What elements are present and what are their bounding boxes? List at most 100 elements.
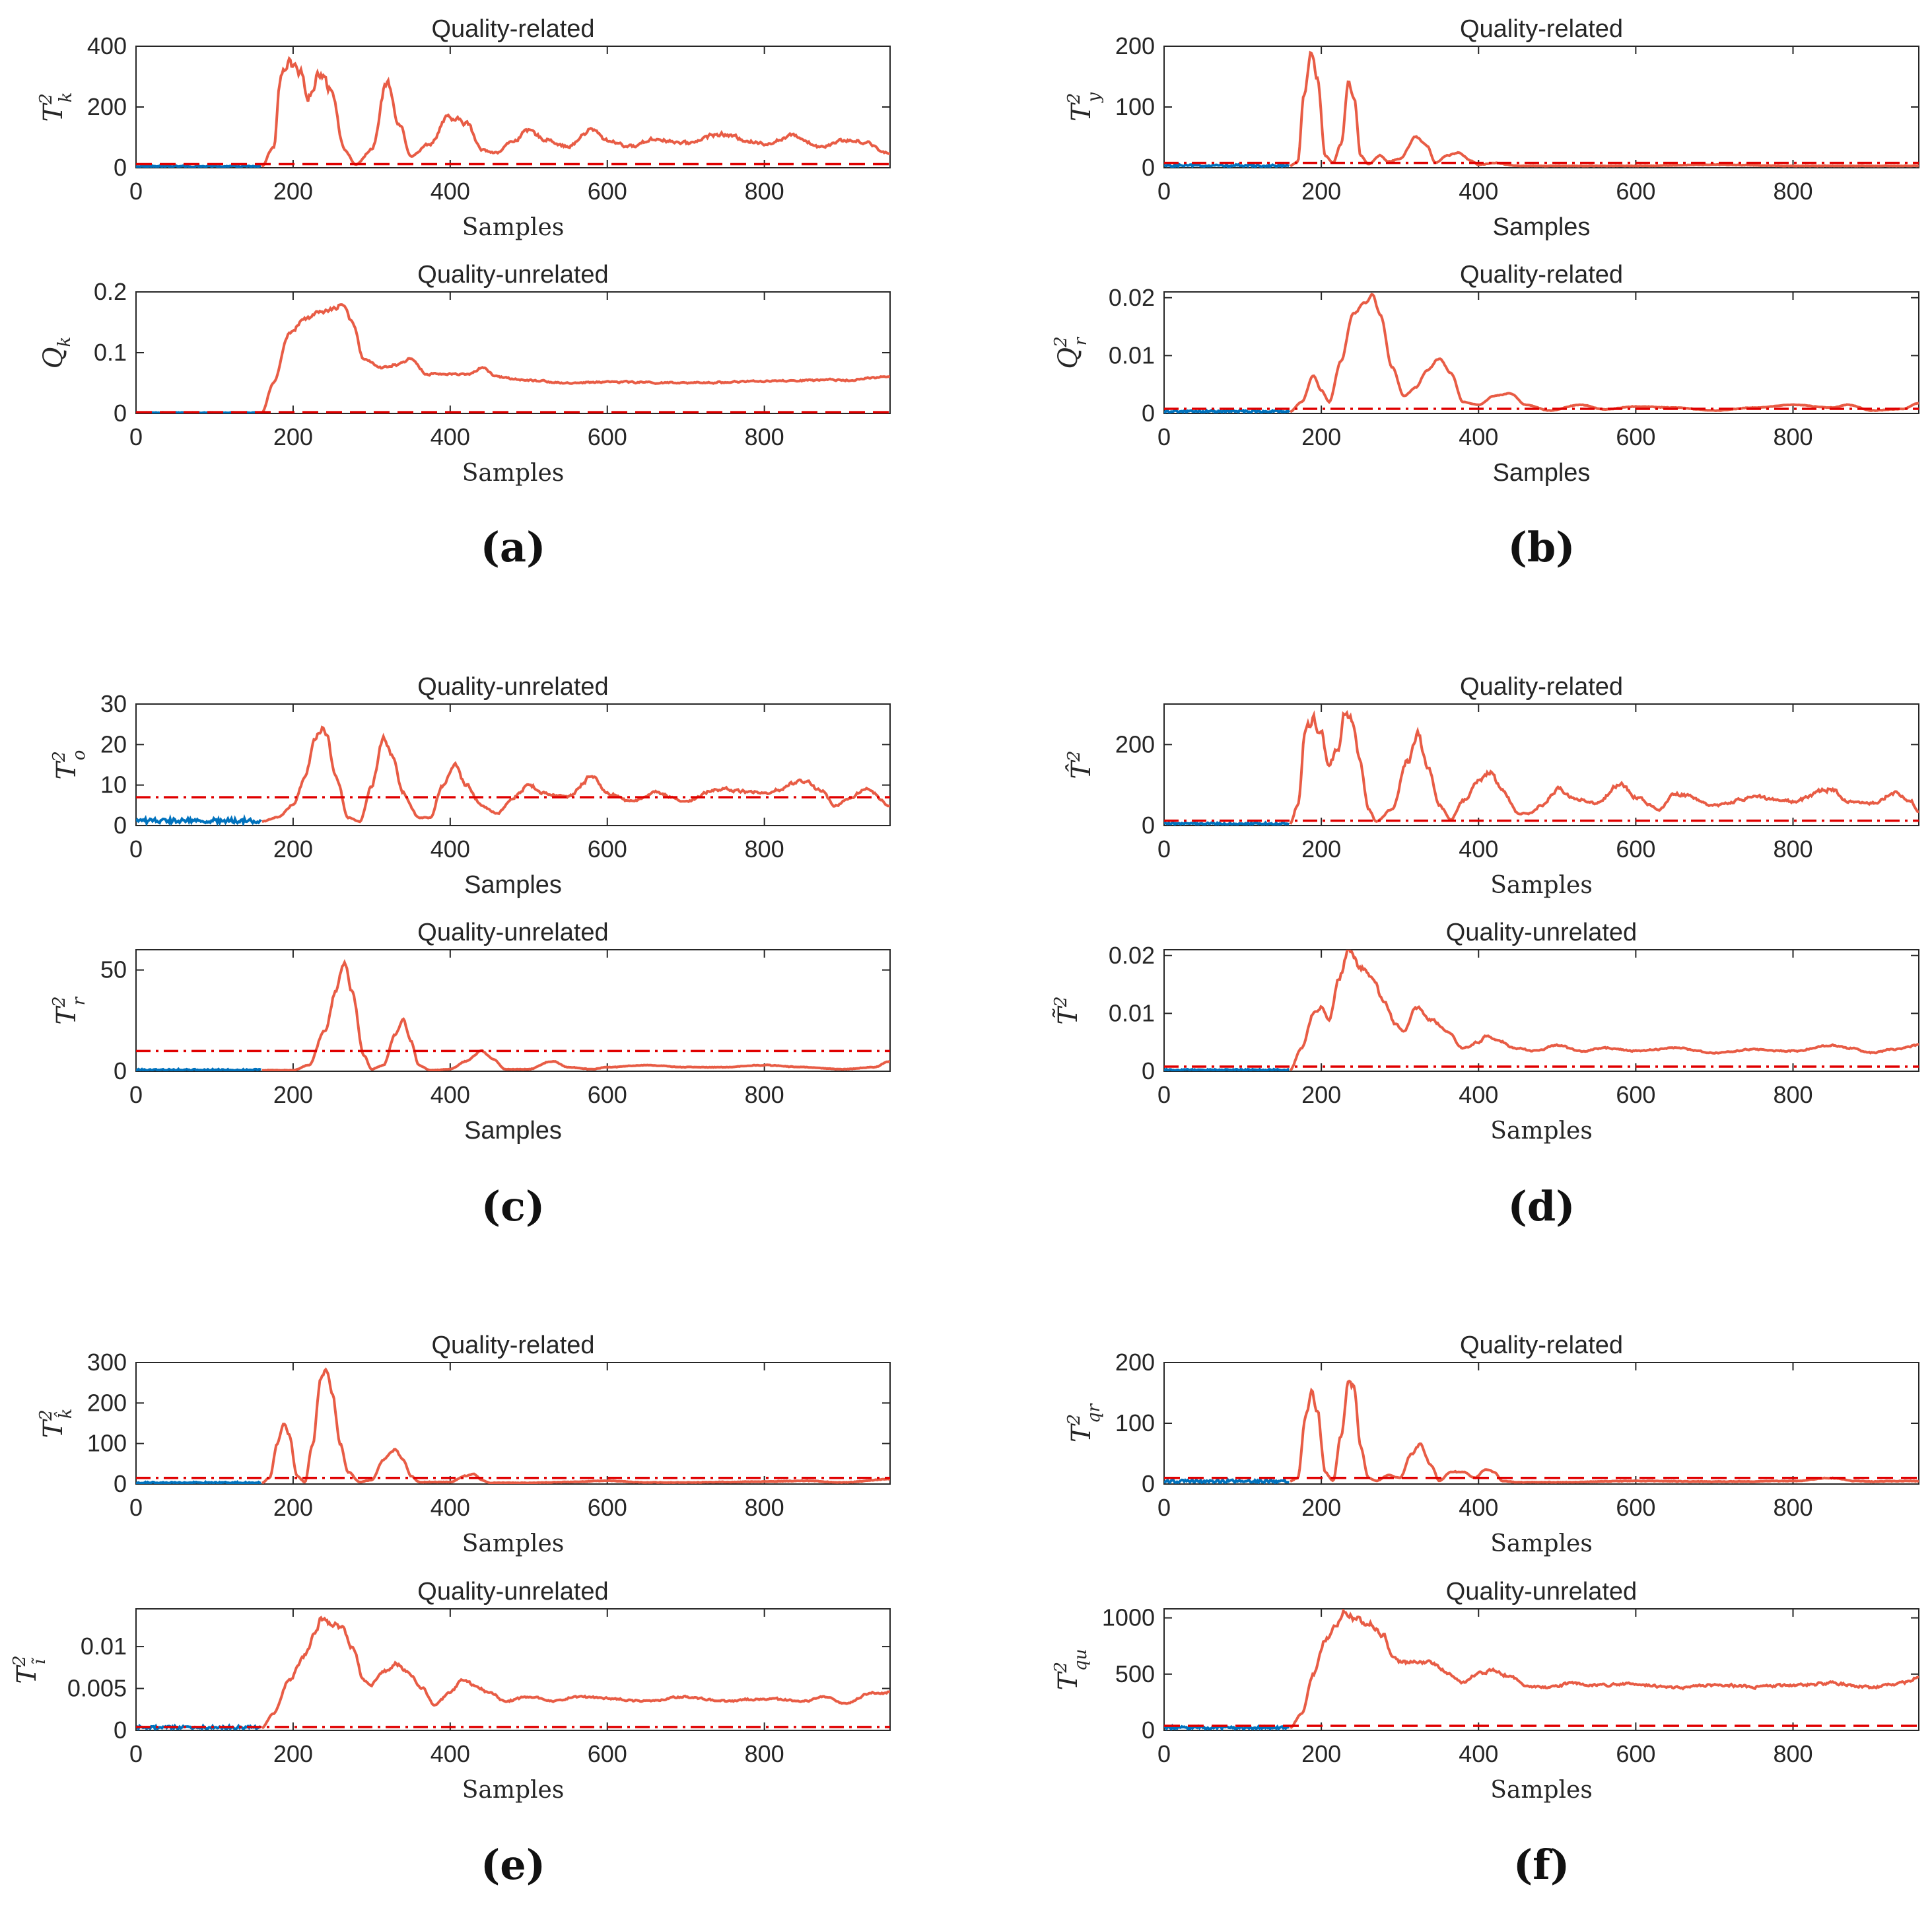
y-axis-label: T2o: [50, 750, 89, 780]
x-tick-label: 800: [745, 835, 784, 863]
svg-text:T2k̂: T2k̂: [36, 1409, 76, 1438]
plot-area: [136, 1615, 890, 1730]
chart-panel-c2: Quality-unrelated 0 200 400 600 800 0 50 Samples…: [50, 919, 891, 1145]
y-tick-label: 0: [114, 1470, 127, 1497]
svg-text:T̃2: T̃2: [1051, 996, 1084, 1024]
x-tick-label: 200: [273, 423, 313, 450]
y-tick-label: 0.005: [67, 1675, 127, 1702]
chart-panel-a2: Quality-unrelated 0 200 400 600 800 0 0.1 0.2 Sam…: [38, 261, 891, 487]
x-axis-label: Samples: [462, 460, 565, 487]
y-label-sup: 2: [10, 1655, 30, 1667]
fault-series-line: [261, 55, 890, 168]
y-tick-label: 0.2: [94, 278, 127, 305]
chart-title: Quality-related: [1460, 261, 1623, 289]
x-tick-label: 800: [745, 423, 784, 450]
axes-frame: [135, 703, 891, 826]
x-tick-label: 200: [273, 178, 313, 205]
chart-title: Quality-related: [431, 1331, 594, 1359]
x-tick-label: 400: [1459, 1494, 1498, 1521]
x-tick-label: 0: [129, 1740, 143, 1767]
normal-series-line: [136, 1479, 261, 1484]
plot-area: [136, 725, 890, 826]
axes-frame: [1163, 1362, 1919, 1485]
x-axis-label: Samples: [1493, 459, 1591, 487]
x-tick-label: 0: [129, 423, 143, 450]
axes-frame: [135, 46, 891, 168]
x-tick-label: 600: [1616, 1081, 1655, 1108]
normal-series-line: [1164, 1477, 1290, 1484]
plot-area: [136, 302, 890, 413]
x-tick-label: 400: [431, 1081, 470, 1108]
x-tick-label: 200: [1301, 1494, 1341, 1521]
y-tick-label: 0: [1142, 812, 1155, 839]
x-tick-label: 600: [588, 1494, 627, 1521]
y-label-sup: 2: [36, 93, 56, 105]
y-label-sup: 2: [1064, 93, 1084, 105]
y-tick-label: 0.01: [1109, 999, 1155, 1026]
subfigure-caption: (c): [481, 1182, 545, 1230]
y-tick-label: 1000: [1102, 1604, 1155, 1631]
normal-series-line: [1164, 820, 1290, 826]
y-tick-label: 400: [87, 32, 127, 59]
chart-title: Quality-unrelated: [417, 673, 608, 701]
y-label-sub: y: [1084, 92, 1104, 103]
y-tick-label: 50: [100, 956, 127, 983]
x-axis-label: Samples: [464, 1117, 562, 1145]
plot-area: [1164, 950, 1919, 1071]
y-tick-label: 0.01: [1109, 341, 1155, 369]
y-label-main: T̂: [1066, 760, 1097, 779]
y-label-sup: 2: [36, 1409, 56, 1421]
y-label-main: T: [38, 102, 69, 122]
x-axis-label: Samples: [464, 871, 562, 899]
x-tick-label: 0: [1157, 423, 1171, 450]
normal-series-line: [136, 163, 261, 168]
y-tick-label: 20: [100, 730, 127, 758]
y-tick-label: 0: [1142, 1717, 1155, 1744]
chart-panel-e2: Quality-unrelated 0 200 400 600 800 0 0.005 0.01…: [10, 1578, 891, 1804]
x-tick-label: 400: [1459, 423, 1498, 450]
svg-text:Qk: Qk: [38, 337, 75, 369]
axes-frame: [135, 949, 891, 1072]
svg-text:T2qr: T2qr: [1064, 1403, 1104, 1442]
y-label-sub: ĩ: [30, 1657, 50, 1664]
y-label-sub: r: [69, 996, 89, 1005]
chart-title: Quality-related: [1460, 15, 1623, 43]
y-axis-label: T̃2: [1051, 996, 1084, 1024]
x-tick-label: 400: [431, 1494, 470, 1521]
fault-series-line: [261, 959, 890, 1071]
x-tick-label: 400: [1459, 1081, 1498, 1108]
y-tick-label: 200: [1115, 32, 1155, 59]
x-tick-label: 200: [273, 1081, 313, 1108]
x-tick-label: 600: [1616, 178, 1655, 205]
y-tick-label: 0: [114, 154, 127, 181]
x-axis-label: Samples: [1490, 1530, 1593, 1557]
fault-series-line: [1290, 293, 1919, 413]
x-tick-label: 800: [1773, 1740, 1812, 1767]
y-tick-label: 30: [100, 690, 127, 717]
y-axis-label: T2k̂: [36, 1409, 76, 1438]
y-label-main: T: [1066, 1423, 1097, 1442]
x-tick-label: 800: [1773, 178, 1812, 205]
y-tick-label: 0: [114, 1717, 127, 1744]
chart-title: Quality-unrelated: [1446, 919, 1637, 946]
y-tick-label: 0.1: [94, 339, 127, 366]
y-label-main: T: [1066, 102, 1097, 122]
y-tick-label: 200: [87, 93, 127, 120]
x-tick-label: 800: [745, 1740, 784, 1767]
subfigure-caption: (f): [1513, 1841, 1570, 1889]
y-label-sup: 2: [1064, 750, 1084, 762]
fault-series-line: [261, 1615, 890, 1730]
x-tick-label: 0: [1157, 1494, 1171, 1521]
y-label-main: T: [52, 760, 82, 779]
axes-frame: [1163, 46, 1919, 168]
y-label-main: T̃: [1052, 1005, 1084, 1025]
normal-series-line: [1164, 162, 1290, 168]
plot-area: [1164, 293, 1919, 413]
chart-panel-f2: Quality-unrelated 0 200 400 600 800 0 500 1000 Sa…: [1051, 1578, 1919, 1804]
y-tick-label: 200: [87, 1389, 127, 1416]
x-tick-label: 200: [1301, 1081, 1341, 1108]
